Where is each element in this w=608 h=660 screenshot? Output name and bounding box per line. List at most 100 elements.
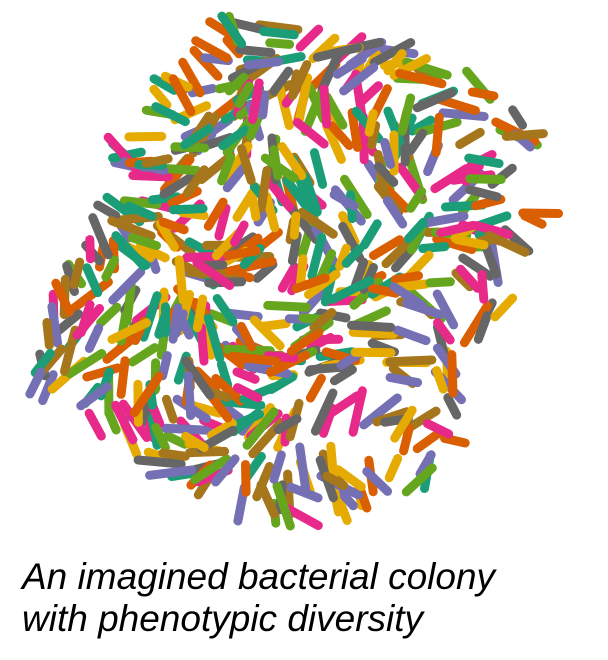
bacterium-cell	[310, 388, 338, 436]
bacterium-cell	[300, 172, 322, 217]
bacterium-cell	[216, 359, 233, 390]
bacterium-cell	[306, 333, 335, 352]
bacterium-cell	[217, 11, 247, 49]
bacterium-cell	[347, 320, 396, 332]
bacterium-cell	[393, 325, 431, 346]
bacterium-cell	[259, 26, 299, 40]
bacterium-cell	[490, 293, 518, 322]
bacterium-cell	[329, 190, 359, 211]
bacterium-cell	[359, 393, 402, 430]
bacterium-cell	[440, 433, 470, 448]
bacterium-cell	[258, 319, 291, 331]
bacterium-cell	[467, 87, 499, 101]
bacterium-cell	[189, 46, 223, 81]
bacterium-cell	[263, 351, 299, 363]
bacterium-cell	[217, 153, 235, 186]
bacterium-cell	[418, 242, 450, 253]
bacterium-cell	[149, 84, 172, 110]
bacterium-cell	[248, 78, 264, 125]
bacterium-cell	[322, 121, 346, 164]
bacterium-cell	[237, 144, 256, 185]
bacterium-cell	[459, 301, 492, 348]
bacterium-cell	[159, 172, 197, 199]
bacterium-cell	[145, 465, 197, 480]
caption-line-2: with phenotypic diversity	[22, 598, 424, 639]
bacterium-cell	[295, 442, 311, 494]
bacterium-cell	[151, 422, 170, 452]
bacterium-cell	[161, 423, 213, 435]
bacterium-cell	[333, 465, 366, 492]
bacterium-cell	[256, 166, 272, 213]
bacterium-cell	[367, 120, 381, 150]
bacterium-cell	[183, 371, 196, 420]
bacterium-cell	[277, 262, 300, 293]
bacterium-cell	[406, 187, 427, 213]
bacterium-cell	[242, 407, 279, 450]
bacterium-cell	[171, 309, 188, 338]
bacterium-cell	[456, 264, 482, 293]
bacterium-cell	[465, 174, 506, 184]
bacterium-cell	[432, 289, 459, 330]
bacterium-cell	[307, 232, 327, 281]
bacterium-cell	[340, 174, 372, 219]
bacterium-cell	[224, 72, 249, 96]
bacterium-cell	[403, 217, 428, 244]
bacterium-cell	[104, 408, 121, 435]
bacterium-cell	[160, 155, 195, 194]
bacterium-cell	[162, 431, 190, 449]
bacterium-cell	[322, 471, 349, 490]
bacterium-cell	[254, 20, 303, 35]
bacterium-cell	[51, 278, 74, 317]
bacterium-cell	[341, 244, 365, 268]
bacterium-cell	[196, 323, 209, 366]
bacterium-cell	[65, 349, 107, 379]
bacterium-cell	[385, 373, 423, 388]
bacterium-cell	[232, 182, 261, 222]
bacterium-cell	[269, 66, 293, 96]
bacterium-cell	[273, 414, 302, 435]
bacterium-cell	[158, 351, 172, 381]
bacterium-cell	[282, 175, 317, 218]
bacterium-cell	[423, 211, 469, 228]
bacterium-cell	[508, 105, 527, 130]
bacterium-cell	[374, 161, 399, 187]
bacterium-cell	[158, 448, 190, 461]
bacterium-cell	[212, 294, 238, 326]
bacterium-cell	[84, 408, 106, 441]
bacterium-cell	[181, 356, 215, 400]
bacterium-cell	[288, 60, 312, 100]
bacterium-cell	[85, 235, 95, 264]
bacterium-cell	[258, 90, 270, 120]
bacterium-cell	[218, 125, 250, 151]
bacterium-cell	[222, 163, 248, 193]
bacterium-cell	[369, 235, 405, 260]
bacterium-cell	[184, 237, 216, 259]
bacterium-cell	[484, 231, 530, 257]
bacterium-cell	[181, 431, 209, 452]
bacterium-cell	[438, 108, 489, 121]
bacterium-cell	[265, 350, 311, 377]
bacterium-cell	[415, 450, 436, 479]
bacterium-cell	[149, 74, 179, 95]
bacterium-cell	[167, 186, 202, 208]
bacterium-cell	[230, 220, 249, 247]
bacterium-cell	[93, 200, 121, 220]
bacterium-cell	[412, 427, 445, 454]
bacterium-cell	[228, 351, 281, 366]
bacterium-cell	[397, 93, 416, 136]
bacterium-cell	[235, 45, 276, 58]
bacterium-cell	[401, 463, 437, 497]
bacterium-cell	[389, 282, 427, 310]
bacterium-cell	[174, 255, 188, 305]
bacterium-cell	[256, 480, 279, 519]
bacterium-cell	[161, 394, 178, 424]
bacterium-cell	[111, 400, 138, 445]
bacterium-cell	[262, 192, 280, 233]
bacterium-cell	[435, 95, 480, 115]
bacterium-cell	[192, 258, 235, 290]
bacterium-cell	[285, 201, 321, 244]
bacterium-cell	[322, 92, 348, 130]
bacterium-cell	[128, 171, 173, 182]
bacterium-cell	[347, 108, 362, 152]
colony-cells	[25, 11, 563, 531]
